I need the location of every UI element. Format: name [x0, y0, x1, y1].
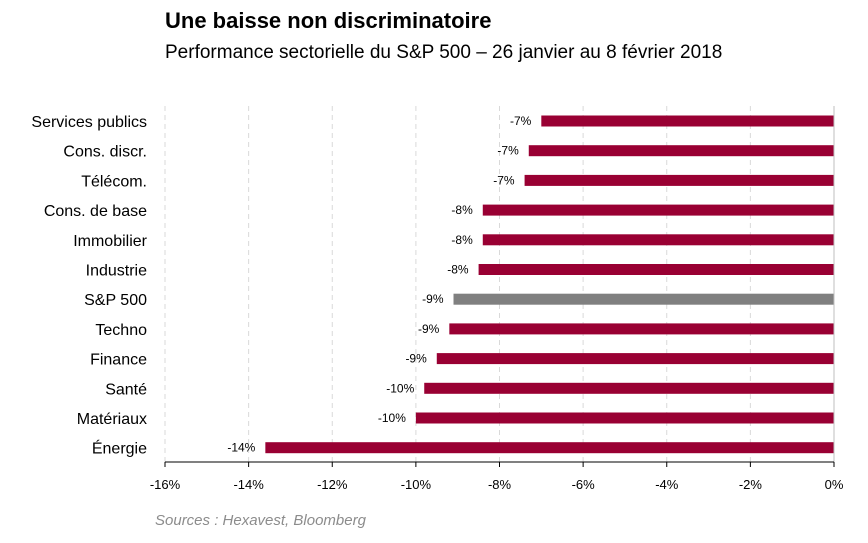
category-label: S&P 500: [84, 292, 147, 309]
category-label: Immobilier: [73, 233, 147, 250]
data-label: -10%: [378, 411, 406, 425]
x-tick-label: -10%: [401, 477, 432, 492]
category-labels: Services publics Cons. discr. Télécom. Cons…: [31, 114, 147, 458]
category-label: Cons. de base: [44, 203, 147, 220]
x-tick-label: -4%: [655, 477, 679, 492]
data-label: -7%: [510, 114, 532, 128]
bar-6: [453, 293, 834, 305]
bar-7: [449, 323, 834, 335]
bar-10: [415, 412, 834, 424]
x-tick-label: -6%: [572, 477, 596, 492]
data-label: -8%: [451, 203, 473, 217]
category-label: Industrie: [86, 263, 147, 280]
bar-11: [265, 442, 835, 454]
bar-2: [524, 174, 834, 186]
data-label: -10%: [386, 381, 414, 395]
data-label: -9%: [422, 292, 444, 306]
data-label: -9%: [405, 352, 427, 366]
bar-3: [482, 204, 834, 216]
x-tick-label: 0%: [825, 477, 844, 492]
bars: [265, 115, 835, 454]
x-tick-label: -12%: [317, 477, 348, 492]
data-label: -7%: [493, 173, 515, 187]
x-tick-label: -8%: [488, 477, 512, 492]
data-label: -9%: [418, 322, 440, 336]
data-label: -8%: [447, 263, 469, 277]
bar-0: [541, 115, 834, 127]
category-label: Énergie: [92, 439, 147, 458]
bar-1: [528, 145, 834, 157]
chart-subtitle: Performance sectorielle du S&P 500 – 26 …: [165, 42, 723, 63]
x-tick-label: -14%: [233, 477, 264, 492]
bar-8: [436, 353, 834, 365]
data-label: -8%: [451, 233, 473, 247]
data-labels: -7% -7% -7% -8% -8% -8% -9% -9% -9% -10% -10% -14%: [227, 114, 531, 455]
data-label: -14%: [227, 441, 255, 455]
source-note: Sources : Hexavest, Bloomberg: [155, 512, 366, 529]
category-label: Matériaux: [77, 411, 147, 428]
bar-4: [482, 234, 834, 246]
data-label: -7%: [497, 144, 519, 158]
chart-title: Une baisse non discriminatoire: [165, 8, 492, 33]
category-label: Finance: [90, 352, 147, 369]
x-tick-label: -2%: [739, 477, 763, 492]
category-label: Télécom.: [81, 173, 147, 190]
bar-9: [424, 382, 834, 394]
category-label: Cons. discr.: [63, 144, 147, 161]
x-axis: -16% -14% -12% -10% -8% -6% -4% -2% 0%: [150, 106, 844, 492]
bar-5: [478, 264, 834, 275]
category-label: Santé: [105, 381, 147, 398]
category-label: Services publics: [31, 114, 147, 131]
category-label: Techno: [95, 322, 147, 339]
grid-lines: [164, 106, 751, 462]
x-tick-label: -16%: [150, 477, 181, 492]
